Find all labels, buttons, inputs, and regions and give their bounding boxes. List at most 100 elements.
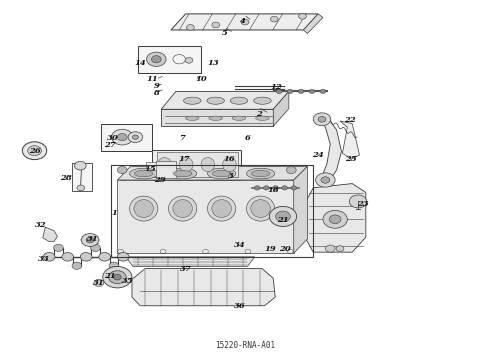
Ellipse shape: [212, 170, 231, 177]
Ellipse shape: [173, 200, 193, 217]
Circle shape: [74, 161, 86, 170]
Circle shape: [276, 89, 282, 94]
Text: 34: 34: [234, 241, 246, 249]
Circle shape: [86, 237, 94, 243]
Ellipse shape: [254, 97, 271, 104]
Ellipse shape: [207, 97, 224, 104]
Circle shape: [53, 244, 63, 251]
Ellipse shape: [169, 168, 197, 179]
Text: 22: 22: [344, 116, 356, 124]
Polygon shape: [117, 166, 307, 180]
Bar: [111, 165, 313, 257]
Circle shape: [81, 234, 99, 247]
Text: 3: 3: [228, 172, 234, 180]
Circle shape: [43, 252, 55, 261]
Text: 13: 13: [207, 59, 219, 67]
Circle shape: [254, 186, 260, 190]
Ellipse shape: [246, 168, 275, 179]
Text: 27: 27: [104, 141, 116, 149]
Ellipse shape: [256, 116, 269, 120]
Polygon shape: [306, 184, 366, 252]
Bar: [72, 163, 93, 191]
Text: 14: 14: [134, 59, 146, 67]
Circle shape: [94, 279, 104, 287]
Text: 26: 26: [28, 147, 40, 155]
Ellipse shape: [158, 157, 172, 172]
Circle shape: [117, 252, 129, 261]
Circle shape: [349, 195, 367, 208]
Bar: [152, 150, 241, 180]
Circle shape: [309, 89, 315, 94]
Text: 11: 11: [147, 75, 158, 83]
Ellipse shape: [134, 170, 153, 177]
Ellipse shape: [134, 200, 153, 217]
Circle shape: [109, 262, 119, 269]
Circle shape: [99, 252, 111, 261]
Text: 23: 23: [357, 200, 369, 208]
Ellipse shape: [207, 168, 236, 179]
Text: 19: 19: [265, 244, 276, 253]
Polygon shape: [157, 152, 238, 177]
Circle shape: [117, 166, 127, 174]
Ellipse shape: [212, 200, 231, 217]
Circle shape: [323, 210, 347, 228]
Circle shape: [151, 56, 161, 63]
Bar: [156, 161, 176, 178]
Circle shape: [187, 24, 195, 30]
Polygon shape: [294, 166, 307, 253]
Circle shape: [325, 245, 335, 252]
Bar: [101, 124, 152, 151]
Circle shape: [109, 271, 126, 284]
Text: 32: 32: [34, 221, 46, 229]
Polygon shape: [125, 257, 255, 266]
Circle shape: [320, 89, 326, 94]
Circle shape: [128, 132, 143, 143]
Circle shape: [117, 134, 127, 141]
Ellipse shape: [230, 97, 248, 104]
Circle shape: [270, 206, 296, 226]
Circle shape: [103, 266, 132, 288]
Text: 31: 31: [93, 279, 105, 287]
Text: 8: 8: [153, 89, 159, 97]
Circle shape: [185, 58, 193, 63]
Bar: [138, 46, 201, 73]
Circle shape: [72, 262, 82, 269]
Circle shape: [91, 244, 100, 251]
Text: 9: 9: [153, 82, 159, 90]
Text: 4: 4: [240, 17, 245, 25]
Ellipse shape: [209, 116, 222, 120]
Polygon shape: [132, 269, 275, 306]
Text: 12: 12: [271, 83, 283, 91]
Ellipse shape: [201, 157, 215, 172]
Circle shape: [132, 135, 138, 139]
Ellipse shape: [207, 196, 236, 221]
Polygon shape: [171, 14, 318, 30]
Circle shape: [23, 142, 47, 159]
Text: 15: 15: [144, 165, 156, 173]
Ellipse shape: [232, 116, 246, 120]
Circle shape: [270, 16, 278, 22]
Circle shape: [287, 166, 296, 174]
Polygon shape: [43, 227, 57, 242]
Circle shape: [77, 185, 85, 191]
Ellipse shape: [169, 196, 197, 221]
Text: 15220-RNA-A01: 15220-RNA-A01: [215, 341, 275, 350]
Circle shape: [212, 22, 220, 28]
Ellipse shape: [251, 170, 270, 177]
Polygon shape: [340, 121, 360, 159]
Text: 17: 17: [178, 155, 190, 163]
Circle shape: [28, 146, 41, 156]
Polygon shape: [303, 14, 323, 33]
Text: 37: 37: [180, 265, 192, 273]
Text: 31: 31: [87, 235, 99, 243]
Text: 24: 24: [312, 151, 324, 159]
Circle shape: [298, 13, 306, 19]
Text: 5: 5: [221, 29, 227, 37]
Ellipse shape: [179, 157, 193, 172]
Text: 10: 10: [196, 75, 207, 83]
Text: 33: 33: [38, 255, 50, 263]
Polygon shape: [117, 180, 294, 253]
Text: 29: 29: [154, 176, 166, 184]
Text: 35: 35: [122, 277, 134, 285]
Circle shape: [282, 186, 288, 190]
